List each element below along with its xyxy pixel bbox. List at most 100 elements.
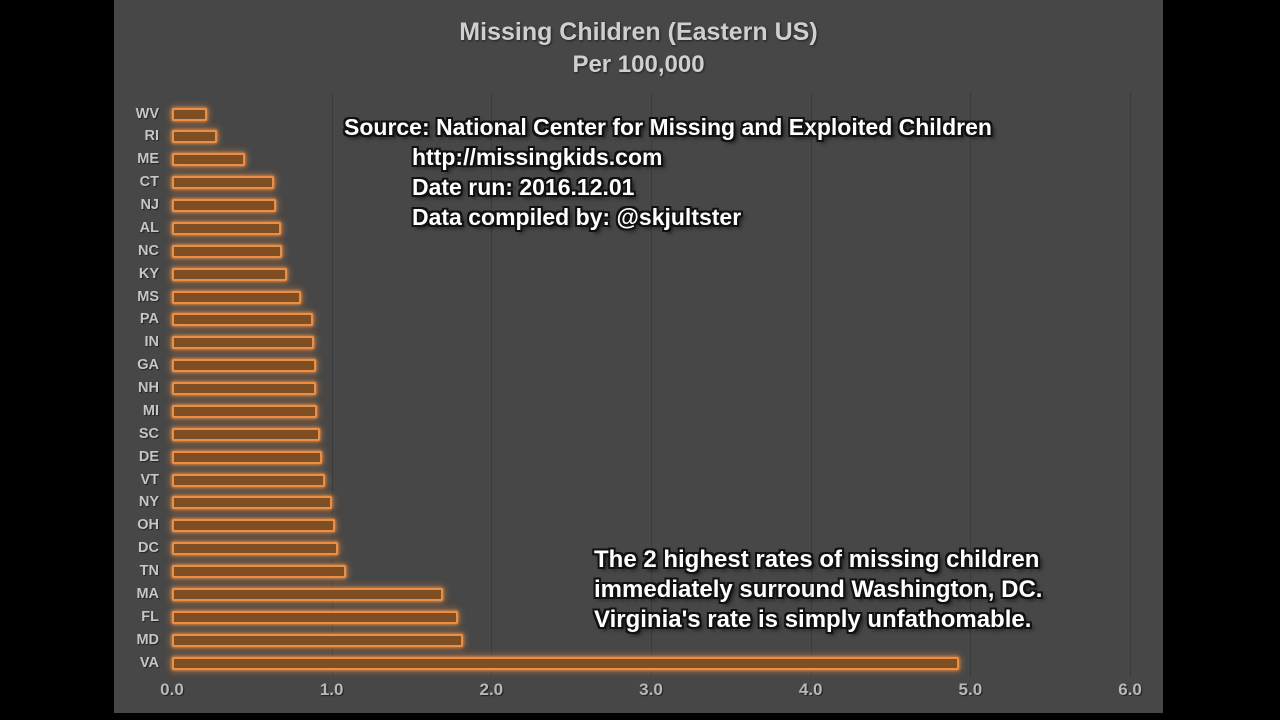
state-label-ct: CT	[139, 174, 159, 191]
chart-title-line-2: Per 100,000	[572, 51, 705, 78]
state-label-tn: TN	[139, 563, 159, 580]
bar-wv	[172, 107, 208, 121]
insight-annotation-line-3: Virginia's rate is simply unfathomable.	[594, 606, 1032, 633]
vertical-gridline	[331, 92, 333, 677]
x-axis-tick-6.0: 6.0	[1118, 680, 1142, 699]
x-axis-tick-3.0: 3.0	[639, 680, 663, 699]
bar-ri	[172, 130, 217, 144]
source-annotation-credit: Data compiled by: @skjultster	[412, 204, 742, 230]
state-label-pa: PA	[139, 311, 159, 328]
bar-row-fl: FL	[114, 606, 1163, 629]
state-label-ma: MA	[136, 585, 159, 602]
insight-annotation: The 2 highest rates of missing children …	[594, 545, 1042, 635]
vertical-gridline	[491, 92, 493, 677]
insight-annotation-line-1: The 2 highest rates of missing children	[594, 546, 1040, 573]
insight-annotation-line-2: immediately surround Washington, DC.	[594, 576, 1043, 603]
bar-row-mi: MI	[114, 400, 1163, 423]
bar-row-vt: VT	[114, 469, 1163, 492]
bar-row-in: IN	[114, 331, 1163, 354]
bar-row-oh: OH	[114, 514, 1163, 537]
bar-va	[172, 656, 960, 670]
state-label-fl: FL	[141, 608, 159, 625]
x-axis-tick-2.0: 2.0	[479, 680, 504, 699]
vertical-gridline	[970, 92, 972, 677]
bar-ma	[172, 587, 444, 601]
chart-title: Missing Children (Eastern US) Per 100,00…	[114, 16, 1163, 82]
bar-row-nc: NC	[114, 240, 1163, 263]
bar-ct	[172, 176, 275, 190]
state-label-nh: NH	[138, 380, 159, 397]
bar-row-ny: NY	[114, 491, 1163, 514]
bar-dc	[172, 542, 339, 556]
state-label-sc: SC	[138, 425, 159, 442]
chart-title-line-1: Missing Children (Eastern US)	[459, 18, 818, 46]
vertical-gridline	[810, 92, 812, 677]
bar-row-al: AL	[114, 217, 1163, 240]
state-label-wv: WV	[135, 105, 159, 122]
bar-ky	[172, 267, 287, 281]
bar-ny	[172, 496, 332, 510]
bar-row-ct: CT	[114, 171, 1163, 194]
vertical-gridline	[1130, 92, 1132, 677]
source-annotation: Source: National Center for Missing and …	[344, 112, 992, 232]
state-label-me: ME	[137, 151, 159, 168]
bar-row-me: ME	[114, 148, 1163, 171]
bar-me	[172, 153, 246, 167]
state-label-al: AL	[139, 219, 159, 236]
source-annotation-date: Date run: 2016.12.01	[412, 174, 635, 200]
bar-tn	[172, 565, 347, 579]
bar-pa	[172, 313, 313, 327]
state-label-md: MD	[136, 631, 159, 648]
state-label-va: VA	[139, 654, 159, 671]
state-label-dc: DC	[138, 540, 159, 557]
state-label-ny: NY	[138, 494, 159, 511]
bar-ms	[172, 290, 302, 304]
bar-ga	[172, 359, 316, 373]
state-label-ri: RI	[144, 128, 160, 145]
bar-row-ky: KY	[114, 263, 1163, 286]
bar-nc	[172, 244, 283, 258]
bar-mi	[172, 404, 318, 418]
bar-sc	[172, 427, 321, 441]
state-label-ms: MS	[137, 288, 159, 305]
state-label-vt: VT	[140, 471, 159, 488]
bar-row-sc: SC	[114, 423, 1163, 446]
bar-fl	[172, 610, 458, 624]
bar-row-nh: NH	[114, 377, 1163, 400]
bar-al	[172, 221, 281, 235]
bar-row-md: MD	[114, 629, 1163, 652]
state-label-nj: NJ	[140, 197, 159, 214]
bar-de	[172, 450, 323, 464]
x-axis-tick-1.0: 1.0	[319, 680, 344, 699]
bar-row-pa: PA	[114, 308, 1163, 331]
bar-nh	[172, 382, 316, 396]
source-annotation-line: Source: National Center for Missing and …	[344, 114, 992, 140]
state-label-nc: NC	[138, 242, 159, 259]
state-label-in: IN	[144, 334, 160, 351]
state-label-de: DE	[138, 448, 159, 465]
bar-row-va: VA	[114, 652, 1163, 675]
state-label-ky: KY	[138, 265, 159, 282]
bar-oh	[172, 519, 335, 533]
state-label-mi: MI	[142, 402, 159, 419]
x-axis-tick-0.0: 0.0	[160, 680, 184, 699]
bar-row-tn: TN	[114, 560, 1163, 583]
bar-row-ga: GA	[114, 354, 1163, 377]
bar-row-nj: NJ	[114, 194, 1163, 217]
bar-vt	[172, 473, 326, 487]
x-axis-tick-4.0: 4.0	[798, 680, 823, 699]
bar-row-dc: DC	[114, 537, 1163, 560]
bar-md	[172, 633, 463, 647]
bar-row-wv: WV	[114, 103, 1163, 126]
chart-area: Missing Children (Eastern US) Per 100,00…	[114, 0, 1163, 713]
bar-in	[172, 336, 315, 350]
bar-plot: WV RI ME CT NJ AL NC KY MS PA IN GA NH MI SC DE VT NY OH DC…	[114, 0, 1163, 713]
bar-row-ri: RI	[114, 125, 1163, 148]
state-label-ga: GA	[137, 357, 159, 374]
bar-row-de: DE	[114, 446, 1163, 469]
vertical-gridline	[651, 92, 652, 677]
bar-row-ms: MS	[114, 286, 1163, 309]
bar-nj	[172, 199, 276, 213]
bar-row-ma: MA	[114, 583, 1163, 606]
